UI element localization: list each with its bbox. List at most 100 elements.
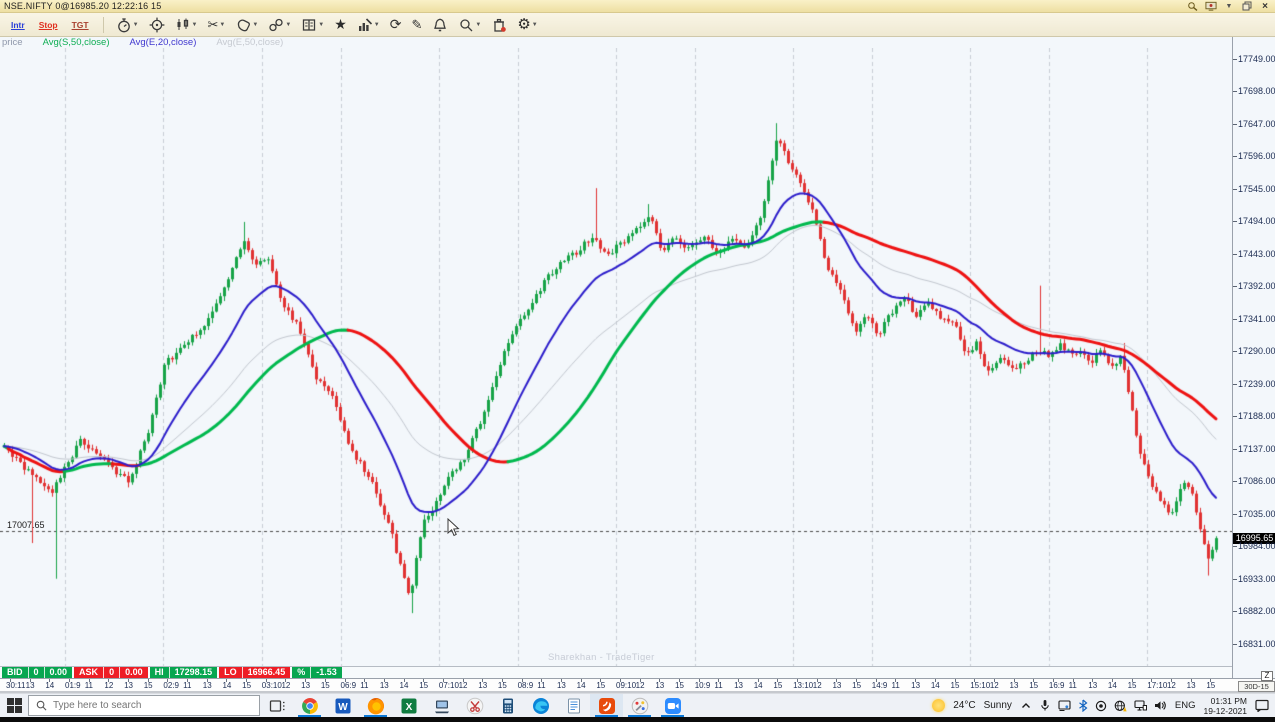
candlestick-tool-button[interactable]: ▼	[172, 16, 201, 34]
y-axis-tick-label: 17239.00	[1233, 379, 1275, 389]
taskbar-task-view-button[interactable]	[260, 694, 293, 717]
bell-button[interactable]	[429, 16, 451, 34]
start-button[interactable]	[0, 694, 28, 717]
volume-icon[interactable]	[1154, 700, 1167, 711]
weather-condition[interactable]: Sunny	[983, 700, 1012, 711]
taskbar-zoom-button[interactable]	[656, 694, 689, 717]
search-input[interactable]	[53, 700, 233, 711]
caret-down-icon[interactable]: ▼	[373, 21, 380, 28]
x-axis-tick	[128, 679, 130, 682]
globe-warning-icon[interactable]	[1114, 700, 1127, 712]
y-axis-tick-label: 17596.00	[1233, 151, 1275, 161]
x-axis-label: 15	[852, 681, 862, 690]
x-axis-label: 14	[930, 681, 940, 690]
close-icon[interactable]: ×	[1262, 0, 1268, 12]
legend-item-avg1[interactable]: Avg(S,50,close)	[42, 37, 110, 48]
y-axis-tick-label: 17341.00	[1233, 314, 1275, 324]
language-indicator[interactable]: ENG	[1174, 700, 1196, 711]
star-button[interactable]: ★	[331, 15, 350, 35]
x-axis-label: 16:9	[1048, 681, 1065, 690]
price-chart-canvas[interactable]	[0, 48, 1232, 666]
weather-temp[interactable]: 24°C	[953, 700, 976, 711]
monitor-share-icon[interactable]	[1205, 1, 1217, 11]
edge-icon	[532, 697, 550, 715]
search-button[interactable]: ▼	[455, 16, 484, 34]
x-axis-label: 01:9	[65, 681, 81, 690]
taskbar-snipping-tool-button[interactable]	[458, 694, 491, 717]
screen-edge	[0, 717, 1275, 722]
x-axis-label: 09:10	[616, 681, 637, 690]
taskbar-tradetiger-button[interactable]	[590, 694, 623, 717]
taskbar-journal-button[interactable]	[557, 694, 590, 717]
caret-down-icon[interactable]: ▼	[531, 21, 538, 28]
intr-button[interactable]: Intr	[11, 19, 25, 30]
x-axis-tick	[442, 679, 444, 682]
weather-sun-icon[interactable]	[932, 699, 946, 712]
legend-item-avg3[interactable]: Avg(E,50,close)	[216, 37, 284, 48]
cast-icon[interactable]	[1058, 700, 1071, 711]
x-axis-tick	[226, 679, 228, 682]
timer-button[interactable]: ▼	[113, 16, 142, 34]
taskbar-search[interactable]	[28, 695, 260, 716]
chevron-up-icon[interactable]	[1020, 700, 1032, 712]
firefox-icon	[367, 697, 385, 715]
bluetooth-icon[interactable]	[1078, 699, 1088, 712]
network-icon[interactable]	[1134, 700, 1147, 711]
restore-icon[interactable]	[1241, 1, 1253, 11]
orderbook-button[interactable]: ▼	[298, 16, 327, 34]
settings-gear-button[interactable]: ⚙ ▼	[514, 15, 540, 35]
user-search-icon[interactable]	[1187, 1, 1199, 11]
taskbar-paint3d-button[interactable]	[623, 694, 656, 717]
x-axis-tick	[856, 679, 858, 682]
legend-item-avg2[interactable]: Avg(E,20,close)	[129, 37, 197, 48]
x-axis-tick	[246, 679, 248, 682]
taskbar-word-button[interactable]: W	[326, 694, 359, 717]
caret-down-icon[interactable]: ▼	[219, 21, 226, 28]
caret-down-icon[interactable]: ▼	[285, 21, 292, 28]
x-axis-tick	[423, 679, 425, 682]
y-axis-tick-label: 17188.00	[1233, 411, 1275, 421]
delete-button[interactable]	[488, 16, 510, 34]
taskbar-remote-desktop-button[interactable]	[425, 694, 458, 717]
scissors-button[interactable]: ✂ ▼	[205, 15, 229, 35]
link-button[interactable]: ▼	[265, 16, 294, 34]
refresh-button[interactable]: ⟳	[387, 15, 405, 35]
caret-down-icon[interactable]: ▼	[318, 21, 325, 28]
taskbar-excel-button[interactable]: X	[392, 694, 425, 717]
action-center-icon[interactable]	[1255, 699, 1269, 712]
chart-area: Sharekhan - TradeTiger 17007.65	[0, 48, 1232, 666]
record-icon[interactable]	[1095, 700, 1107, 712]
x-axis-tick	[364, 679, 366, 682]
x-axis-label: 12	[989, 681, 999, 690]
caret-down-icon[interactable]: ▼	[191, 21, 198, 28]
caret-down-icon[interactable]: ▼	[132, 21, 139, 28]
target-button[interactable]	[146, 16, 168, 34]
taskbar-chrome-button[interactable]	[293, 694, 326, 717]
legend-item-price[interactable]: price	[2, 37, 23, 48]
x-axis-tick	[1131, 679, 1133, 682]
hand-tool-button[interactable]: ▼	[232, 16, 261, 34]
mic-icon[interactable]	[1039, 699, 1051, 712]
zoom-button[interactable]: Z	[1261, 671, 1273, 681]
clock[interactable]: 01:31 PM 19-12-2021	[1204, 696, 1247, 716]
x-axis-label: 12	[1166, 681, 1176, 690]
remote-desktop-icon	[433, 697, 451, 715]
taskbar-firefox-button[interactable]	[359, 694, 392, 717]
chart-insert-button[interactable]: ▼	[354, 16, 383, 34]
caret-down-icon[interactable]: ▼	[252, 21, 259, 28]
x-axis-label: 12	[812, 681, 822, 690]
y-axis-tick-label: 17392.00	[1233, 281, 1275, 291]
taskbar-edge-button[interactable]	[524, 694, 557, 717]
caret-down-icon[interactable]: ▼	[475, 21, 482, 28]
y-axis-tick-label: 16831.00	[1233, 639, 1275, 649]
caret-down-icon[interactable]: ▼	[1225, 2, 1233, 10]
y-axis-tick-label: 17035.00	[1233, 509, 1275, 519]
candlestick-tool-icon	[175, 17, 191, 33]
tgt-button[interactable]: TGT	[71, 19, 89, 30]
draw-pen-button[interactable]: ✎	[408, 15, 425, 35]
taskbar-calculator-button[interactable]	[491, 694, 524, 717]
x-axis-label: 13	[1009, 681, 1019, 690]
stop-button[interactable]: Stop	[38, 19, 58, 30]
y-axis-tick-label: 17545.00	[1233, 184, 1275, 194]
windows-logo-icon	[6, 698, 22, 713]
